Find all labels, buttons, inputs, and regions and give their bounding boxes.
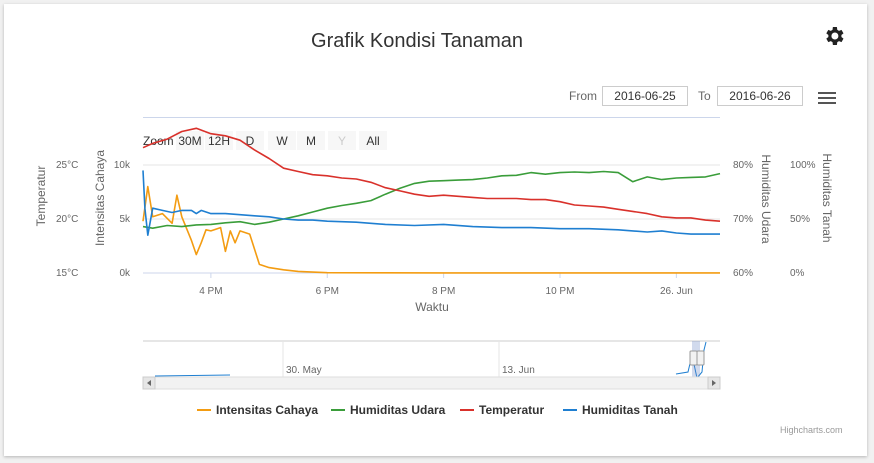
x-axis-tick-label: 8 PM xyxy=(432,286,455,297)
to-date-input[interactable] xyxy=(717,86,803,106)
y-axis-tick-humiditas-tanah: 0% xyxy=(790,268,805,279)
legend-item-humiditas-tanah[interactable]: Humiditas Tanah xyxy=(582,403,678,417)
series-line-humiditas-udara[interactable] xyxy=(142,170,721,229)
y-axis-tick-temperatur: 25°C xyxy=(56,160,78,171)
y-axis-tick-intensitas: 5k xyxy=(119,214,131,225)
zoom-button-d[interactable]: D xyxy=(246,134,255,148)
series-line-intensitas-cahaya[interactable] xyxy=(142,185,720,274)
chevron-right-icon xyxy=(712,380,716,386)
zoom-button-12h[interactable]: 12H xyxy=(208,134,230,148)
zoom-button-bg[interactable] xyxy=(359,131,387,150)
y-axis-title-humiditas-tanah: Humiditas Tanah xyxy=(820,153,834,242)
navigator-date-label: 13. Jun xyxy=(502,365,535,376)
legend-item-intensitas-cahaya[interactable]: Intensitas Cahaya xyxy=(216,403,318,417)
x-axis-tick-label: 10 PM xyxy=(546,286,575,297)
from-label: From xyxy=(569,89,597,103)
zoom-button-bg[interactable] xyxy=(236,131,264,150)
zoom-button-all[interactable]: All xyxy=(366,134,379,148)
y-axis-title-humiditas-udara: Humiditas Udara xyxy=(759,154,773,244)
scrollbar-track[interactable] xyxy=(142,376,721,390)
navigator-date-label: 30. May xyxy=(286,365,322,376)
navigator-handle-left[interactable] xyxy=(689,350,698,366)
y-axis-tick-intensitas: 10k xyxy=(114,160,131,171)
series-line-temperatur[interactable] xyxy=(142,127,721,222)
zoom-button-m[interactable]: M xyxy=(306,134,316,148)
zoom-button-bg[interactable] xyxy=(268,131,296,150)
y-axis-title-intensitas: Intensitas Cahaya xyxy=(93,150,107,246)
navigator-series xyxy=(154,374,231,377)
y-axis-tick-humiditas-udara: 80% xyxy=(733,160,753,171)
zoom-button-30m[interactable]: 30M xyxy=(178,134,201,148)
credits-link[interactable]: Highcharts.com xyxy=(780,425,843,435)
y-axis-tick-humiditas-tanah: 50% xyxy=(790,214,810,225)
zoom-button-y[interactable]: Y xyxy=(338,134,346,148)
zoom-button-bg[interactable] xyxy=(328,131,356,150)
legend-item-humiditas-udara[interactable]: Humiditas Udara xyxy=(350,403,446,417)
chart-title: Grafik Kondisi Tanaman xyxy=(311,30,523,52)
y-axis-tick-humiditas-udara: 70% xyxy=(733,214,753,225)
x-axis-tick-label: 26. Jun xyxy=(660,286,693,297)
y-axis-tick-humiditas-tanah: 100% xyxy=(790,160,816,171)
hamburger-menu-icon[interactable] xyxy=(818,89,836,105)
zoom-button-bg[interactable] xyxy=(297,131,325,150)
x-axis-tick-label: 6 PM xyxy=(316,286,339,297)
y-axis-title-temperatur: Temperatur xyxy=(34,166,48,227)
y-axis-tick-temperatur: 20°C xyxy=(56,214,78,225)
navigator-handle-right[interactable] xyxy=(696,350,705,366)
gear-icon[interactable] xyxy=(822,24,846,48)
zoom-button-w[interactable]: W xyxy=(276,134,288,148)
chevron-left-icon xyxy=(147,380,151,386)
y-axis-tick-temperatur: 15°C xyxy=(56,268,78,279)
legend-item-temperatur[interactable]: Temperatur xyxy=(479,403,544,417)
y-axis-tick-humiditas-udara: 60% xyxy=(733,268,753,279)
series-line-humiditas-tanah[interactable] xyxy=(142,170,720,236)
x-axis-title: Waktu xyxy=(415,300,449,314)
x-axis-tick-label: 4 PM xyxy=(199,286,222,297)
to-label: To xyxy=(698,89,711,103)
y-axis-tick-intensitas: 0k xyxy=(119,268,131,279)
from-date-input[interactable] xyxy=(602,86,688,106)
zoom-button-bg[interactable] xyxy=(176,131,204,150)
navigator-area xyxy=(143,341,720,377)
